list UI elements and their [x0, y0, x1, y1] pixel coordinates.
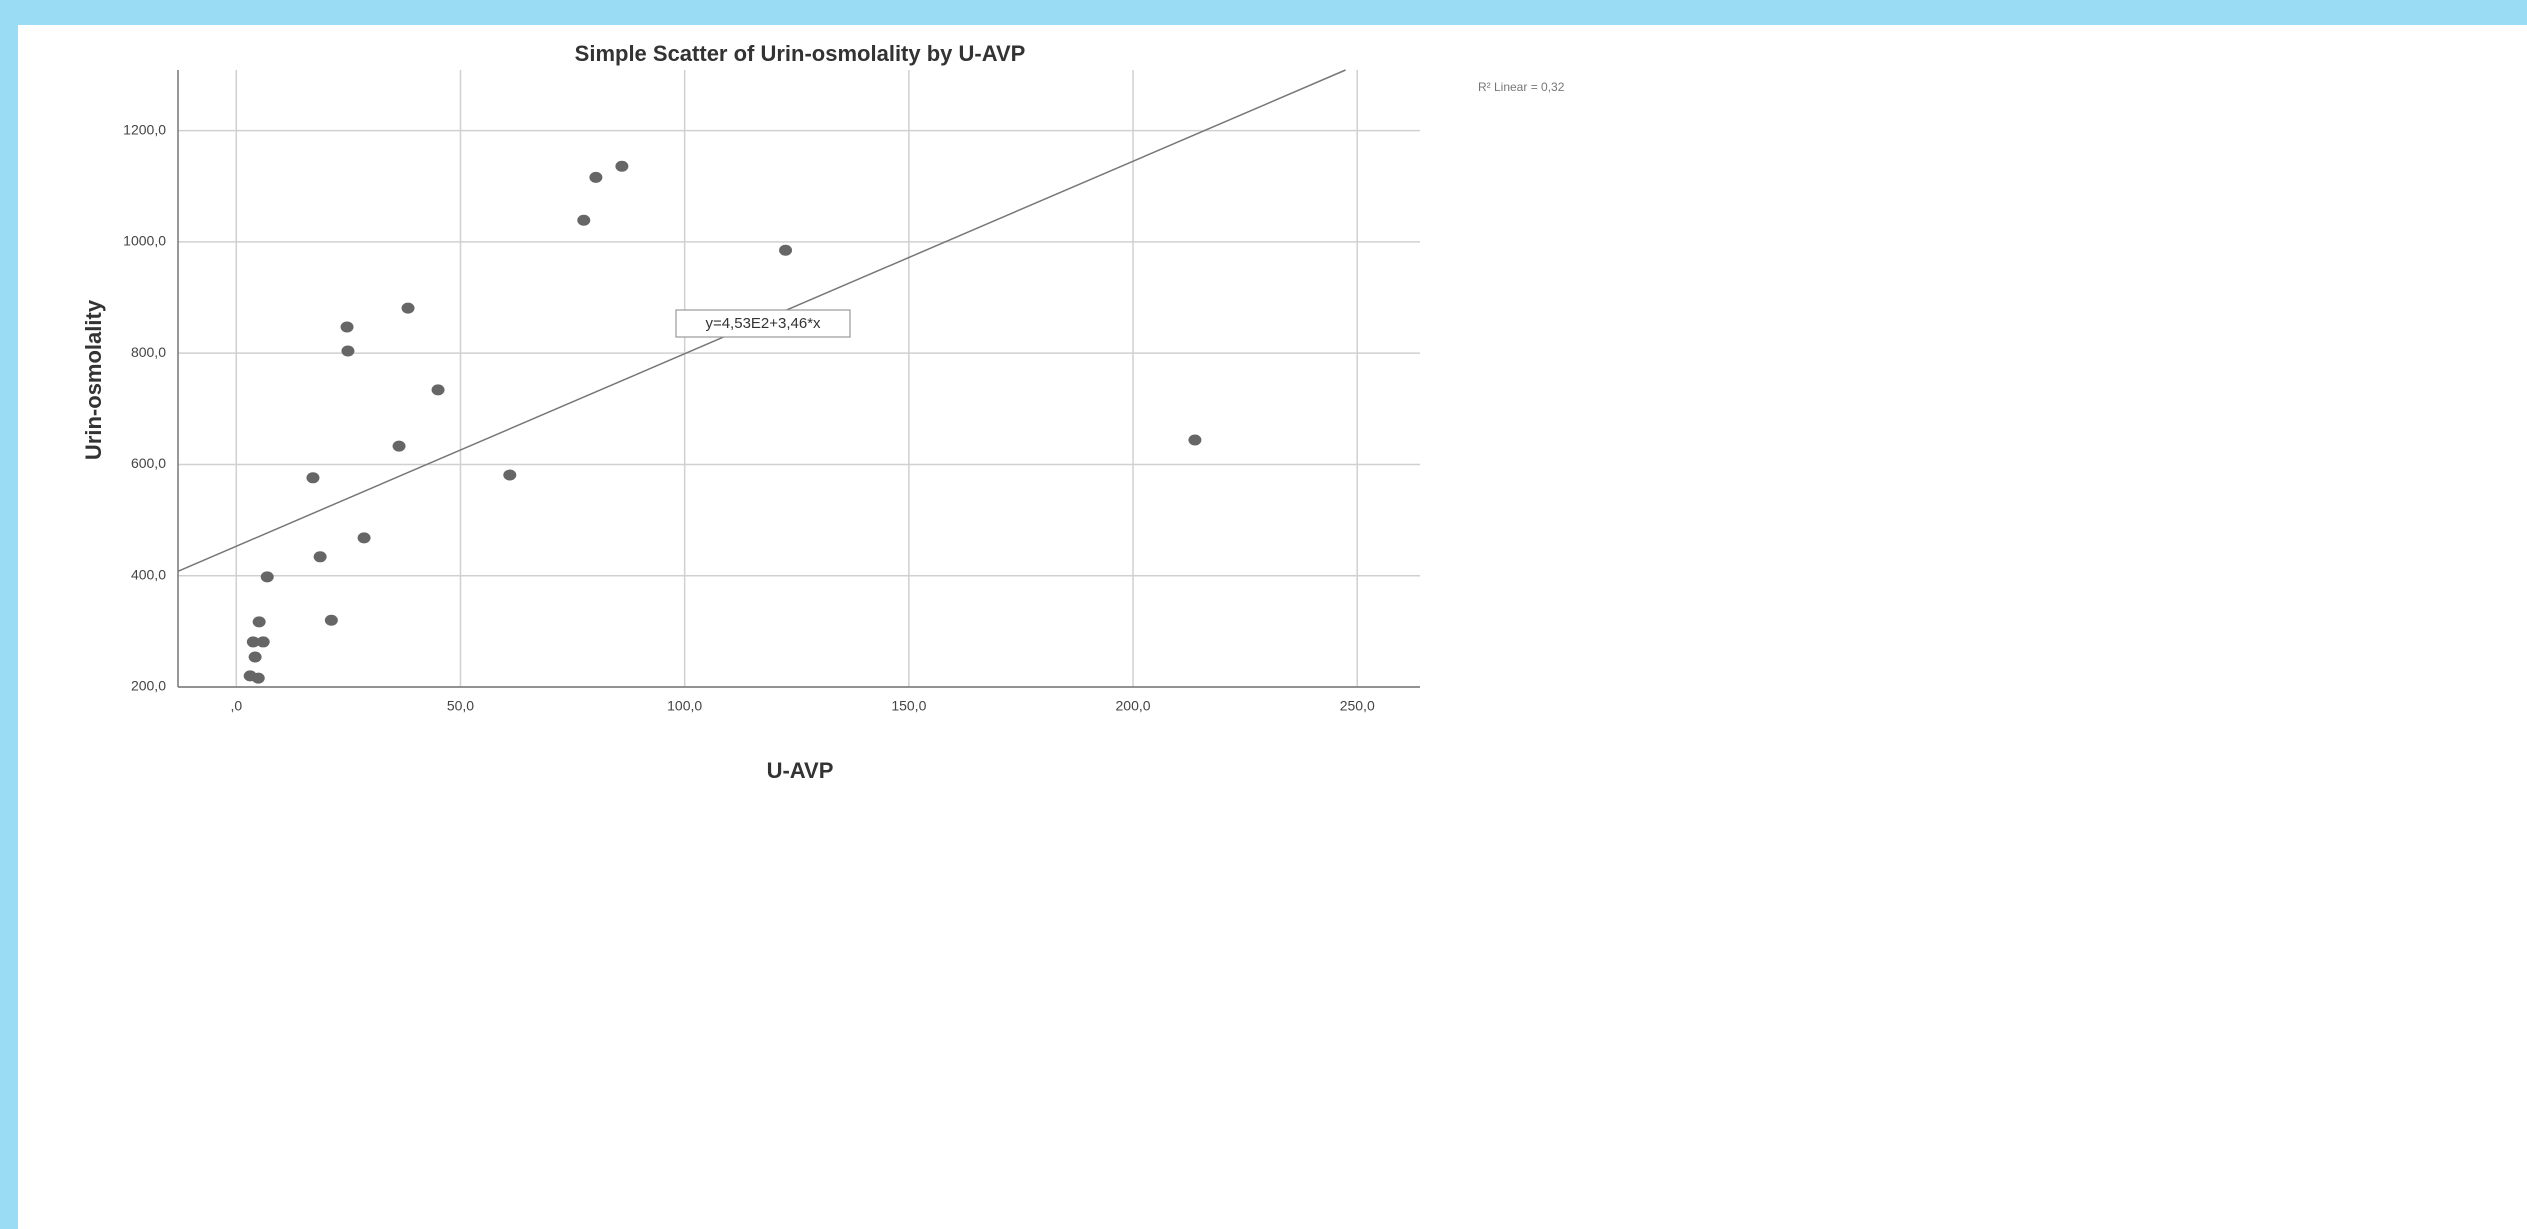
- point: [1188, 434, 1202, 446]
- point: [246, 636, 260, 648]
- point: [324, 614, 338, 626]
- y-tick-label: 1200,0: [123, 121, 166, 137]
- point: [577, 214, 591, 226]
- point: [357, 532, 371, 544]
- point: [401, 302, 415, 314]
- point: [615, 160, 629, 172]
- point: [431, 384, 445, 396]
- point: [306, 472, 320, 484]
- point: [392, 440, 406, 452]
- y-tick-label: 600,0: [131, 455, 166, 471]
- y-tick-label: 800,0: [131, 344, 166, 360]
- x-tick-label: 250,0: [1340, 698, 1375, 714]
- fit-label: y=4,53E2+3,46*x: [705, 315, 821, 332]
- point: [256, 636, 270, 648]
- point: [260, 571, 274, 583]
- x-axis-label: U-AVP: [767, 758, 834, 783]
- point: [248, 651, 262, 663]
- panel: [18, 25, 2527, 1229]
- point: [340, 321, 354, 333]
- x-tick-label: ,0: [230, 698, 242, 714]
- x-tick-label: 150,0: [891, 698, 926, 714]
- x-tick-label: 50,0: [447, 698, 474, 714]
- point: [252, 616, 266, 628]
- point: [589, 171, 603, 183]
- x-tick-label: 200,0: [1116, 698, 1151, 714]
- point: [341, 345, 355, 357]
- chart-title: Simple Scatter of Urin-osmolality by U-A…: [575, 41, 1026, 66]
- x-tick-label: 100,0: [667, 698, 702, 714]
- fit-label-box: [675, 309, 851, 338]
- y-tick-label: 400,0: [131, 566, 166, 582]
- point: [503, 469, 517, 481]
- y-tick-label: 200,0: [131, 678, 166, 694]
- point: [251, 672, 265, 684]
- y-axis-label: Urin-osmolality: [81, 299, 106, 460]
- r2-label: R² Linear = 0,32: [1478, 80, 1565, 94]
- point: [779, 244, 793, 256]
- point: [313, 551, 327, 563]
- y-tick-label: 1000,0: [123, 233, 166, 249]
